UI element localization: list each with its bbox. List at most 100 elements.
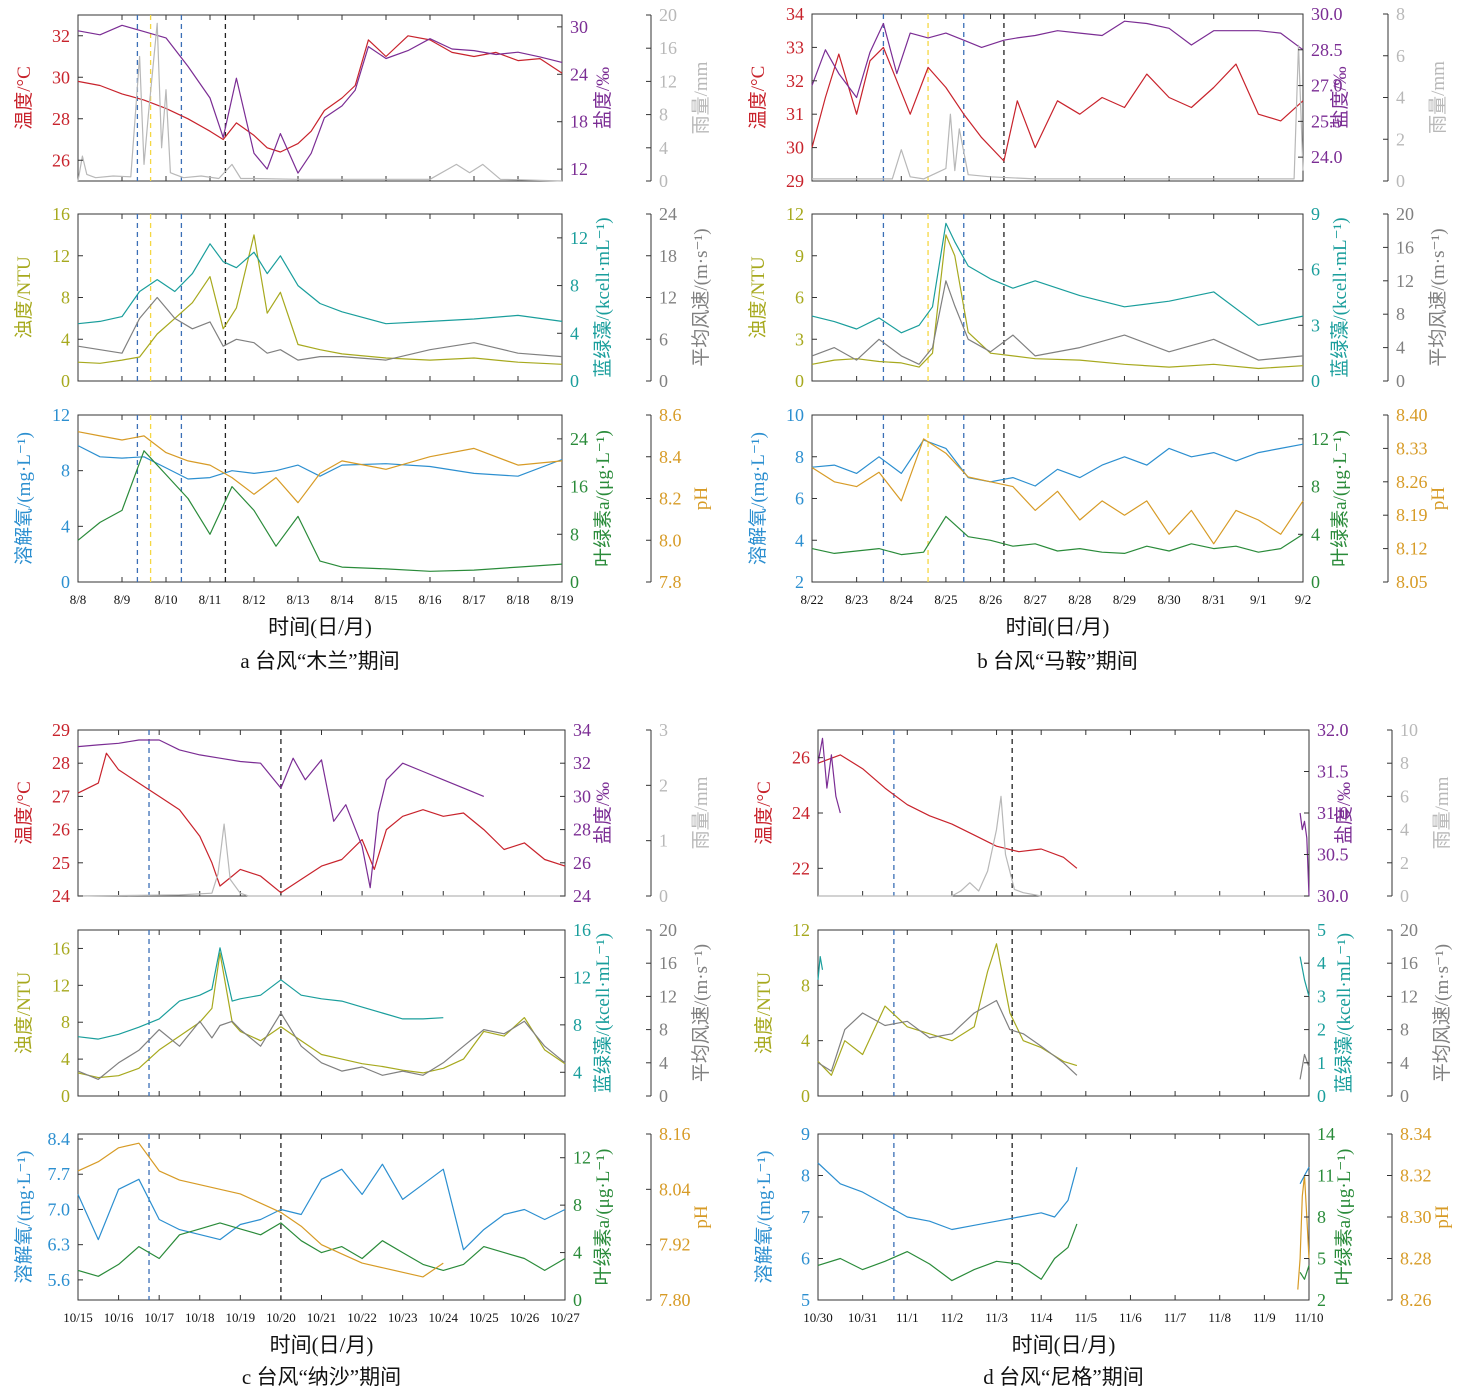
x-axis-title: 时间(日/月) bbox=[1006, 615, 1110, 639]
series-line-turbidity bbox=[811, 234, 1304, 370]
x-tick-label: 8/24 bbox=[890, 592, 914, 607]
right2-tick-label: 7.80 bbox=[659, 1290, 691, 1310]
left-tick-label: 7 bbox=[801, 1207, 810, 1227]
right1-axis-label: 叶绿素a/(μg·L⁻¹) bbox=[1329, 430, 1351, 567]
right2-axis-label: 平均风速/(m·s⁻¹) bbox=[1431, 944, 1453, 1082]
plot-frame bbox=[77, 414, 563, 583]
x-tick-label: 10/16 bbox=[104, 1310, 134, 1325]
series-line-cyano bbox=[77, 947, 444, 1040]
left-axis-label: 温度/°C bbox=[13, 66, 35, 130]
left-tick-label: 12 bbox=[52, 975, 70, 995]
panel-b-3: 8/22 8/23 8/24 8/25 8/26 8/27 8/28 8/29 8/30 8/31… bbox=[747, 405, 1449, 607]
x-tick-label: 8/18 bbox=[506, 592, 529, 607]
series-line-turbidity bbox=[77, 952, 566, 1079]
series-line-wind bbox=[817, 999, 1078, 1076]
x-tick-label: 10/23 bbox=[388, 1310, 418, 1325]
right2-tick-label: 8.19 bbox=[1396, 505, 1428, 525]
right2-tick-label: 8.2 bbox=[659, 489, 682, 509]
left-tick-label: 12 bbox=[52, 246, 70, 266]
x-tick-label: 10/15 bbox=[63, 1310, 93, 1325]
plot-frame bbox=[811, 213, 1304, 382]
right1-tick-label: 30.0 bbox=[1317, 886, 1349, 906]
chart-a: 26 28 30 32 温度/°C 12 18 24 30 盐度/‰ 0 4 8 12 16 20 雨量/mm 0… bbox=[13, 5, 712, 673]
left-tick-label: 8 bbox=[61, 1012, 70, 1032]
right1-tick-label: 30.0 bbox=[1311, 4, 1343, 24]
left-tick-label: 7.7 bbox=[48, 1164, 71, 1184]
right2-tick-label: 20 bbox=[659, 920, 677, 940]
right1-tick-label: 31.5 bbox=[1317, 762, 1349, 782]
left-tick-label: 28 bbox=[52, 109, 70, 129]
right2-axis-label: 雨量/mm bbox=[691, 776, 712, 849]
x-tick-label: 11/6 bbox=[1119, 1310, 1142, 1325]
right2-axis-label: 平均风速/(m·s⁻¹) bbox=[690, 944, 712, 1082]
right1-tick-label: 4 bbox=[1311, 524, 1320, 544]
right2-tick-label: 2 bbox=[1400, 853, 1409, 873]
right2-tick-label: 0 bbox=[1396, 371, 1405, 391]
plot-frame bbox=[77, 729, 566, 897]
right1-tick-label: 16 bbox=[570, 477, 588, 497]
right1-tick-label: 8 bbox=[573, 1195, 582, 1215]
x-tick-label: 11/3 bbox=[985, 1310, 1008, 1325]
x-tick-label: 8/23 bbox=[845, 592, 868, 607]
left-tick-label: 16 bbox=[52, 938, 70, 958]
right1-axis-label: 盐度/‰ bbox=[1333, 782, 1355, 844]
right1-tick-label: 0 bbox=[1311, 371, 1320, 391]
right1-tick-label: 24 bbox=[573, 886, 591, 906]
x-tick-label: 10/31 bbox=[848, 1310, 878, 1325]
x-tick-label: 10/25 bbox=[469, 1310, 499, 1325]
right2-tick-label: 0 bbox=[1396, 171, 1405, 191]
left-tick-label: 8 bbox=[801, 975, 810, 995]
right1-tick-label: 3 bbox=[1317, 986, 1326, 1006]
right2-axis-label: 雨量/mm bbox=[1432, 776, 1453, 849]
left-tick-label: 29 bbox=[52, 720, 70, 740]
left-tick-label: 8 bbox=[61, 288, 70, 308]
left-tick-label: 27 bbox=[52, 786, 70, 806]
right1-tick-label: 30 bbox=[573, 786, 591, 806]
x-tick-label: 10/22 bbox=[347, 1310, 377, 1325]
plot-frame bbox=[77, 14, 563, 182]
right1-tick-label: 0 bbox=[573, 1290, 582, 1310]
right1-tick-label: 1 bbox=[1317, 1053, 1326, 1073]
right2-tick-label: 8 bbox=[1396, 304, 1405, 324]
right1-tick-label: 18 bbox=[570, 112, 588, 132]
x-tick-label: 10/18 bbox=[185, 1310, 215, 1325]
right1-tick-label: 30 bbox=[570, 17, 588, 37]
right2-tick-label: 4 bbox=[1396, 338, 1405, 358]
series-line-turbidity bbox=[77, 234, 563, 365]
left-tick-label: 31 bbox=[786, 104, 804, 124]
right1-tick-label: 27.0 bbox=[1311, 76, 1343, 96]
x-tick-label: 8/22 bbox=[800, 592, 823, 607]
right2-axis-label: pH bbox=[691, 487, 712, 511]
right1-tick-label: 2 bbox=[1317, 1290, 1326, 1310]
series-line-temperature bbox=[811, 46, 1304, 162]
right2-tick-label: 8.28 bbox=[1400, 1249, 1432, 1269]
right2-tick-label: 7.92 bbox=[659, 1235, 691, 1255]
left-tick-label: 24 bbox=[792, 803, 810, 823]
right1-axis-label: 叶绿素a/(μg·L⁻¹) bbox=[1333, 1149, 1355, 1286]
x-tick-label: 8/30 bbox=[1158, 592, 1181, 607]
left-tick-label: 6 bbox=[795, 489, 804, 509]
right2-tick-label: 12 bbox=[659, 288, 677, 308]
right2-tick-label: 8.6 bbox=[659, 405, 682, 425]
plot-frame bbox=[77, 929, 566, 1097]
left-tick-label: 10 bbox=[786, 405, 804, 425]
right2-tick-label: 6 bbox=[659, 329, 668, 349]
series-line-chla bbox=[77, 1222, 566, 1277]
x-tick-label: 8/9 bbox=[114, 592, 131, 607]
left-tick-label: 0 bbox=[61, 371, 70, 391]
right2-tick-label: 16 bbox=[1400, 953, 1418, 973]
left-tick-label: 22 bbox=[792, 858, 810, 878]
right1-tick-label: 0 bbox=[1311, 572, 1320, 592]
series-line-wind bbox=[811, 280, 1304, 365]
left-tick-label: 0 bbox=[801, 1086, 810, 1106]
left-tick-label: 29 bbox=[786, 171, 804, 191]
right2-tick-label: 18 bbox=[659, 246, 677, 266]
left-axis-label: 溶解氧/(mg·L⁻¹) bbox=[13, 432, 35, 565]
right1-tick-label: 8 bbox=[573, 1015, 582, 1035]
panel-b-2: 0 3 6 9 12 浊度/NTU 0 3 6 9 蓝绿藻/(kcell·mL⁻¹) 0 4 8 12 16 2… bbox=[747, 204, 1449, 391]
left-tick-label: 0 bbox=[61, 1086, 70, 1106]
right2-tick-label: 0 bbox=[659, 886, 668, 906]
right1-tick-label: 12 bbox=[1311, 429, 1329, 449]
left-tick-label: 30 bbox=[52, 67, 70, 87]
right1-tick-label: 9 bbox=[1311, 204, 1320, 224]
